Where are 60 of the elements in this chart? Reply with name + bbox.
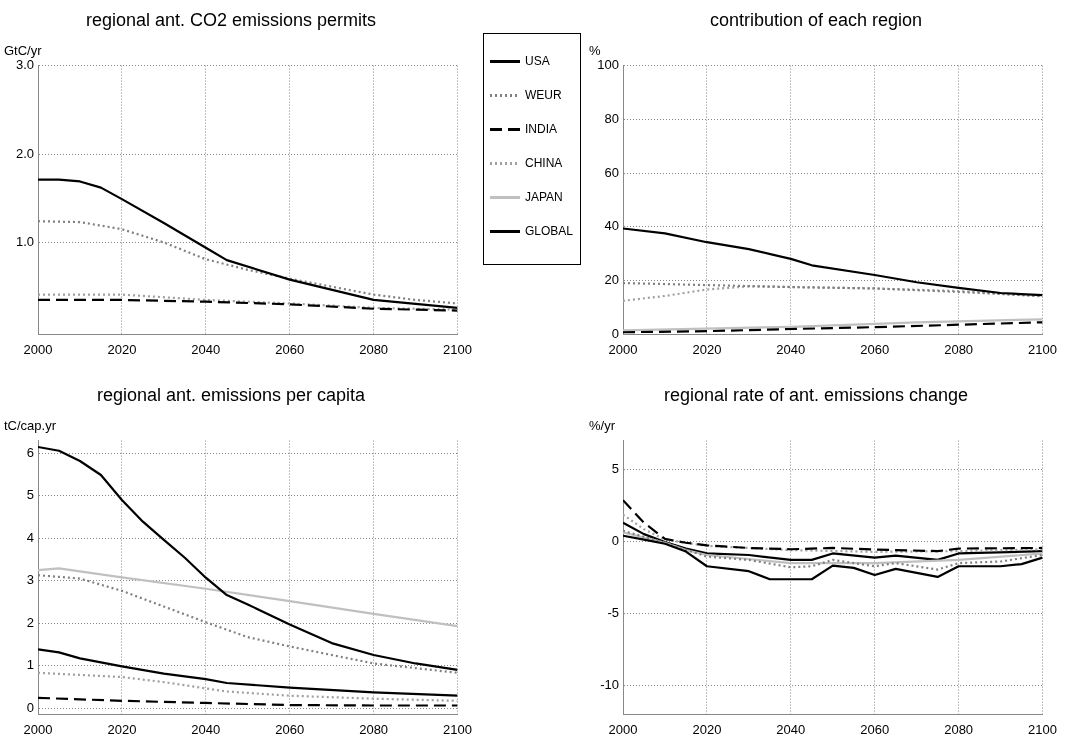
y-tick-label: 40 bbox=[604, 218, 619, 234]
chart-title: regional ant. CO2 emissions permits bbox=[85, 9, 377, 30]
x-tick-label: 2060 bbox=[860, 721, 890, 737]
y-tick-label: 3 bbox=[26, 572, 34, 588]
y-tick-label: 4 bbox=[26, 529, 34, 545]
y-axis-title: %/yr bbox=[589, 417, 616, 433]
line-series bbox=[38, 696, 458, 707]
x-tick-label: 2080 bbox=[359, 721, 389, 737]
x-tick-label: 2000 bbox=[23, 721, 53, 737]
y-axis-title: GtC/yr bbox=[4, 42, 43, 58]
x-tick-label: 2100 bbox=[1028, 341, 1057, 357]
y-tick-label: 20 bbox=[604, 272, 619, 288]
y-tick-label: 1 bbox=[26, 657, 34, 673]
y-tick-label: 100 bbox=[597, 57, 619, 73]
x-tick-label: 2000 bbox=[23, 341, 53, 357]
y-tick-label: 1.0 bbox=[15, 234, 34, 250]
legend-label: JAPAN bbox=[525, 190, 563, 204]
y-tick-label: 80 bbox=[604, 110, 619, 126]
chart-title: regional ant. emissions per capita bbox=[96, 384, 367, 405]
chart-title: regional rate of ant. emissions change bbox=[663, 384, 969, 405]
x-tick-label: 2060 bbox=[275, 721, 305, 737]
x-tick-label: 2020 bbox=[692, 721, 722, 737]
x-tick-label: 2040 bbox=[191, 341, 221, 357]
y-tick-label: 60 bbox=[604, 164, 619, 180]
x-tick-label: 2040 bbox=[776, 721, 806, 737]
x-tick-label: 2020 bbox=[107, 341, 137, 357]
y-axis-title: % bbox=[589, 42, 601, 58]
x-tick-label: 2040 bbox=[191, 721, 221, 737]
y-tick-label: -10 bbox=[600, 677, 619, 693]
y-tick-label: 6 bbox=[26, 444, 34, 460]
x-tick-label: 2100 bbox=[443, 721, 472, 737]
x-tick-label: 2060 bbox=[275, 341, 305, 357]
x-tick-label: 2000 bbox=[608, 341, 638, 357]
legend-label: WEUR bbox=[525, 88, 562, 102]
x-tick-label: 2060 bbox=[860, 341, 890, 357]
y-tick-label: 0 bbox=[611, 533, 619, 549]
legend-label: INDIA bbox=[525, 122, 558, 136]
x-tick-label: 2020 bbox=[692, 341, 722, 357]
y-tick-label: 5 bbox=[611, 461, 619, 476]
x-tick-label: 2020 bbox=[107, 721, 137, 737]
x-tick-label: 2000 bbox=[608, 721, 638, 737]
legend-label: GLOBAL bbox=[525, 224, 574, 238]
y-tick-label: 2 bbox=[26, 614, 34, 630]
y-tick-label: 3.0 bbox=[15, 57, 34, 73]
legend-label: CHINA bbox=[525, 156, 563, 170]
x-tick-label: 2080 bbox=[359, 341, 389, 357]
y-tick-label: 2.0 bbox=[15, 145, 34, 161]
x-tick-label: 2100 bbox=[443, 341, 472, 357]
y-tick-label: 0 bbox=[611, 325, 619, 341]
y-tick-label: 5 bbox=[26, 487, 34, 503]
y-axis-title: tC/cap.yr bbox=[4, 417, 57, 433]
line-series bbox=[623, 513, 1043, 553]
chart-title: contribution of each region bbox=[709, 9, 923, 30]
y-tick-label: -5 bbox=[607, 605, 619, 621]
y-tick-label: 0 bbox=[26, 699, 34, 715]
x-tick-label: 2040 bbox=[776, 341, 806, 357]
x-tick-label: 2080 bbox=[944, 721, 974, 737]
legend-label: USA bbox=[525, 54, 550, 68]
x-tick-label: 2100 bbox=[1028, 721, 1057, 737]
x-tick-label: 2080 bbox=[944, 341, 974, 357]
